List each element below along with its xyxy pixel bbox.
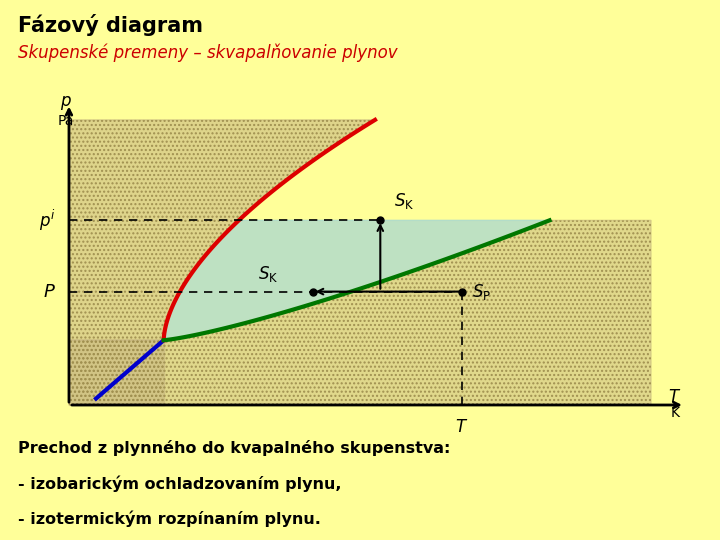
Polygon shape xyxy=(69,120,375,340)
Text: $T$: $T$ xyxy=(668,388,681,406)
Text: $S_\mathrm{K}$: $S_\mathrm{K}$ xyxy=(394,191,414,211)
Text: Fázový diagram: Fázový diagram xyxy=(18,14,203,36)
Text: K: K xyxy=(670,406,679,420)
Polygon shape xyxy=(69,220,651,405)
Text: Skupenské premeny – skvapalňovanie plynov: Skupenské premeny – skvapalňovanie plyno… xyxy=(18,43,397,62)
Text: Prechod z plynného do kvapalného skupenstva:: Prechod z plynného do kvapalného skupens… xyxy=(18,440,451,456)
Text: $p$: $p$ xyxy=(60,94,71,112)
Text: $S_\mathrm{K}$: $S_\mathrm{K}$ xyxy=(258,264,279,284)
Text: $P$: $P$ xyxy=(42,282,55,301)
Text: - izobarickým ochladzovaním plynu,: - izobarickým ochladzovaním plynu, xyxy=(18,475,341,492)
Text: $T$: $T$ xyxy=(455,418,468,436)
Polygon shape xyxy=(163,220,549,340)
Text: - izotermickým rozpínaním plynu.: - izotermickým rozpínaním plynu. xyxy=(18,510,321,527)
Text: Pa: Pa xyxy=(58,114,73,128)
Text: $p^i$: $p^i$ xyxy=(39,208,55,233)
Polygon shape xyxy=(69,340,163,405)
Text: $S_\mathrm{P}$: $S_\mathrm{P}$ xyxy=(472,281,491,302)
